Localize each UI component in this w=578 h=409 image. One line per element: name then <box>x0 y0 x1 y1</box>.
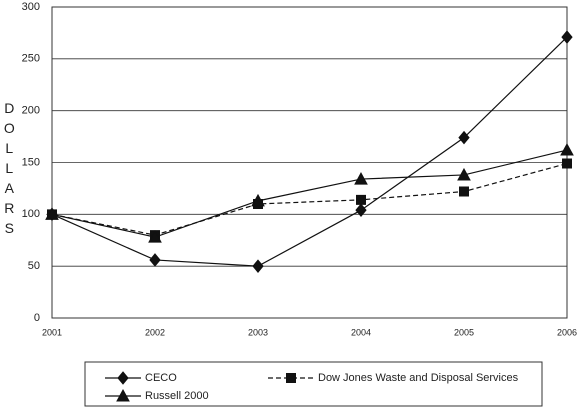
data-point <box>457 167 471 181</box>
y-tick-label: 200 <box>22 105 40 117</box>
x-tick-label: 2002 <box>145 327 165 337</box>
legend-marker <box>286 373 296 383</box>
y-tick-label: 250 <box>22 53 40 65</box>
legend-marker <box>116 388 130 402</box>
x-tick-label: 2006 <box>557 327 577 337</box>
data-point <box>251 193 265 207</box>
y-tick-label: 0 <box>34 312 40 324</box>
legend-label: Dow Jones Waste and Disposal Services <box>318 372 519 384</box>
data-point <box>561 30 573 44</box>
series-line <box>51 36 568 267</box>
legend-box <box>84 361 543 407</box>
legend-label: Russell 2000 <box>145 390 209 402</box>
data-point <box>355 203 367 217</box>
data-point <box>560 143 574 156</box>
data-point <box>458 130 470 145</box>
x-tick-label: 2001 <box>42 327 62 337</box>
y-axis-label: DOLLARS <box>1 100 17 240</box>
x-tick-label: 2005 <box>454 327 474 337</box>
data-point <box>459 186 469 197</box>
y-tick-label: 150 <box>22 156 40 168</box>
x-tick-label: 2003 <box>248 327 268 337</box>
data-point <box>354 172 368 185</box>
data-point <box>148 230 162 243</box>
y-tick-label: 300 <box>22 1 40 13</box>
data-point <box>356 194 366 205</box>
data-point <box>252 259 264 273</box>
data-point <box>562 158 572 169</box>
y-tick-label: 100 <box>22 208 40 220</box>
series-line <box>51 162 568 236</box>
legend-marker <box>117 371 129 385</box>
series-line <box>51 149 568 238</box>
data-point <box>149 253 161 267</box>
y-tick-label: 50 <box>28 260 40 272</box>
x-tick-label: 2004 <box>351 327 371 337</box>
data-point <box>45 207 59 220</box>
legend-label: CECO <box>145 372 177 384</box>
